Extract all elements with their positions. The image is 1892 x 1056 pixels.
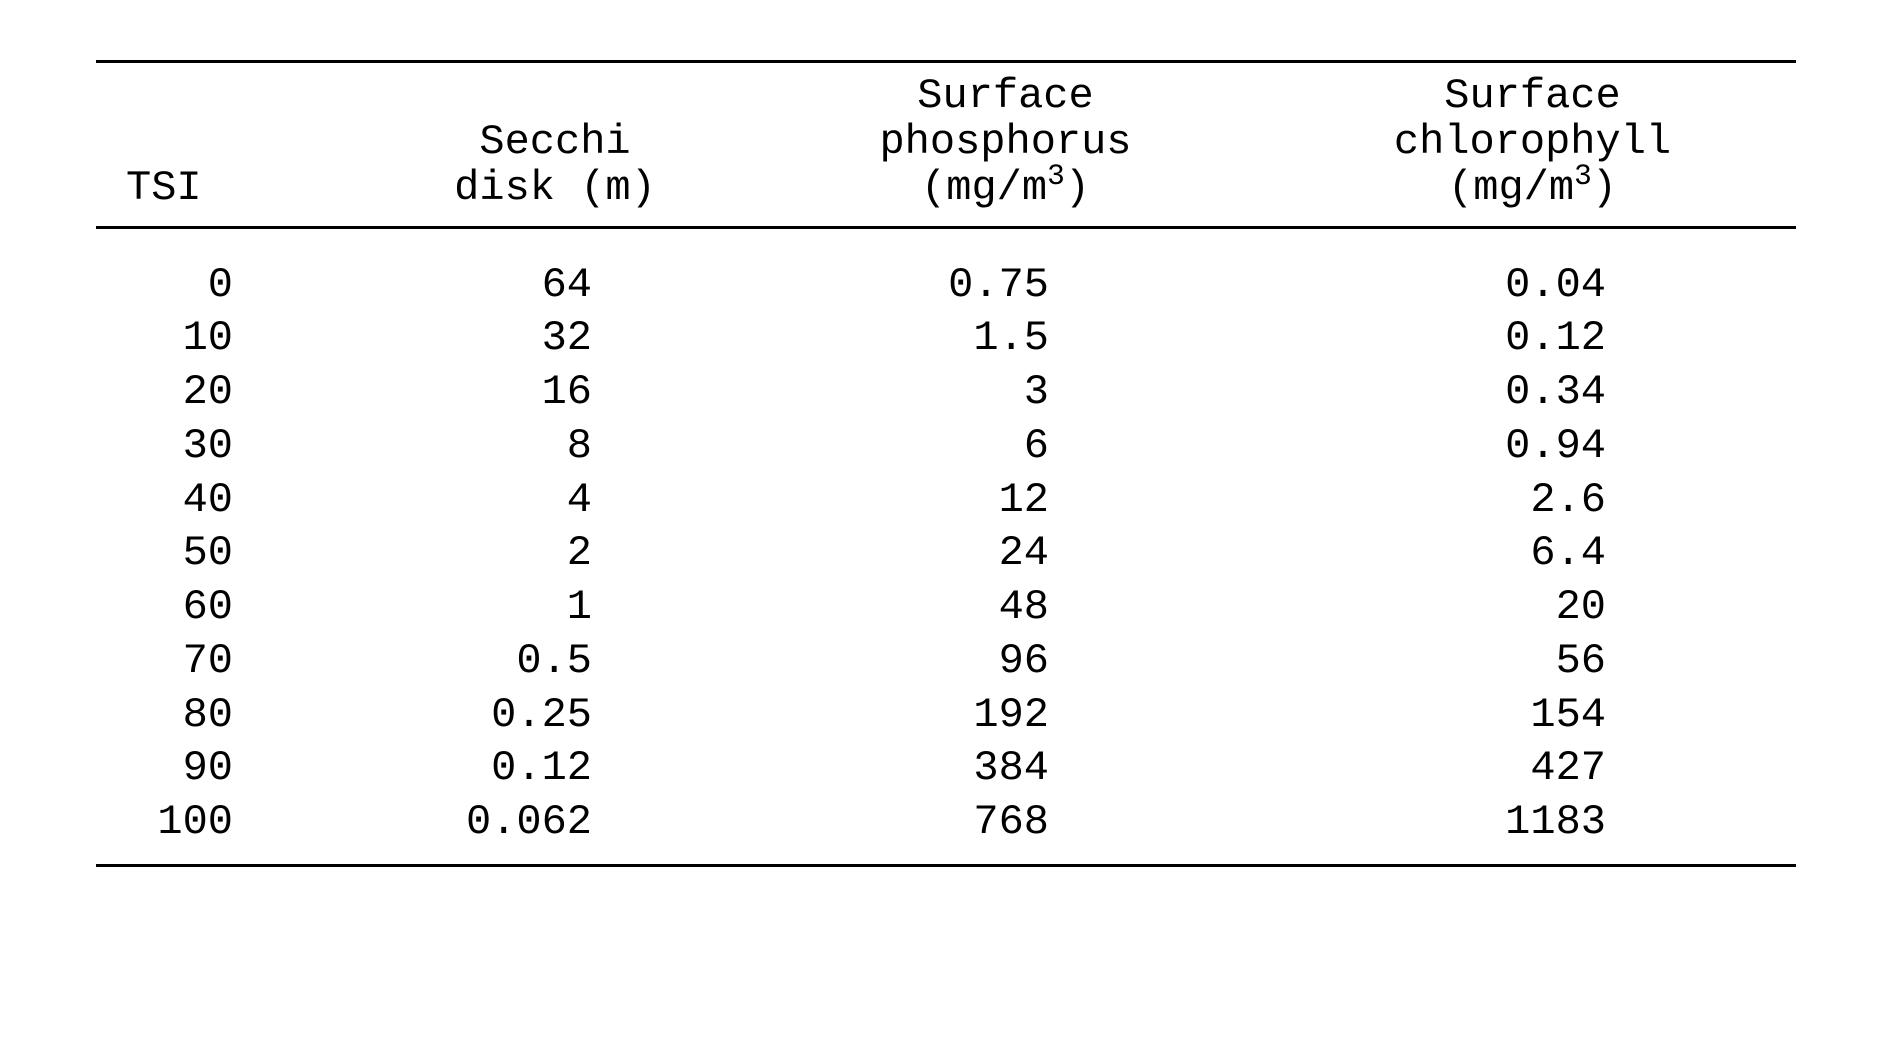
col-header-chl-line2: chlorophyll (1394, 118, 1671, 166)
table-row: 60 1 48 20 (96, 581, 1796, 635)
cell-chl: 2.6 (1289, 474, 1776, 528)
table-body: 0 64 0.75 0.04 10 32 1.5 0.12 20 16 3 0.… (96, 227, 1796, 865)
tsi-table: TSI Secchi disk (m) Surface phosphorus (… (96, 60, 1796, 867)
cell-phos: 0.75 (762, 259, 1249, 313)
table-row: 20 16 3 0.34 (96, 366, 1796, 420)
col-header-secchi-line3: disk (m) (454, 164, 656, 212)
cell-tsi: 60 (116, 581, 348, 635)
col-header-phosphorus: Surface phosphorus (mg/m3) (742, 62, 1269, 228)
table-row: 70 0.5 96 56 (96, 635, 1796, 689)
table-row: 50 2 24 6.4 (96, 527, 1796, 581)
cell-tsi: 20 (116, 366, 348, 420)
cell-phos: 192 (762, 689, 1249, 743)
table-row: 30 8 6 0.94 (96, 420, 1796, 474)
table-row: 80 0.25 192 154 (96, 689, 1796, 743)
cell-chl: 0.34 (1289, 366, 1776, 420)
table-row: 10 32 1.5 0.12 (96, 312, 1796, 366)
cell-tsi: 40 (116, 474, 348, 528)
cell-secchi: 2 (388, 527, 722, 581)
table-row: 100 0.062 768 1183 (96, 796, 1796, 865)
col-header-secchi: Secchi disk (m) (368, 62, 742, 228)
cell-chl: 427 (1289, 742, 1776, 796)
cell-tsi: 50 (116, 527, 348, 581)
cell-secchi: 1 (388, 581, 722, 635)
cell-secchi: 64 (388, 259, 722, 313)
col-header-chlorophyll: Surface chlorophyll (mg/m3) (1269, 62, 1796, 228)
cell-chl: 0.12 (1289, 312, 1776, 366)
tsi-table-container: TSI Secchi disk (m) Surface phosphorus (… (96, 60, 1796, 867)
col-header-phos-line3: (mg/m3) (921, 164, 1090, 212)
cell-tsi: 100 (116, 796, 348, 850)
col-header-tsi-line3: TSI (126, 164, 202, 212)
cell-phos: 384 (762, 742, 1249, 796)
cell-phos: 96 (762, 635, 1249, 689)
col-header-secchi-line2: Secchi (479, 118, 630, 166)
cell-phos: 48 (762, 581, 1249, 635)
cell-phos: 768 (762, 796, 1249, 850)
cell-secchi: 4 (388, 474, 722, 528)
col-header-tsi: TSI (96, 62, 368, 228)
table-header-row: TSI Secchi disk (m) Surface phosphorus (… (96, 62, 1796, 228)
cell-tsi: 30 (116, 420, 348, 474)
cell-tsi: 90 (116, 742, 348, 796)
cell-tsi: 0 (116, 259, 348, 313)
cell-phos: 6 (762, 420, 1249, 474)
cell-tsi: 70 (116, 635, 348, 689)
cell-secchi: 0.12 (388, 742, 722, 796)
col-header-chl-line1: Surface (1444, 72, 1620, 120)
cell-phos: 12 (762, 474, 1249, 528)
cell-secchi: 0.25 (388, 689, 722, 743)
cell-chl: 6.4 (1289, 527, 1776, 581)
col-header-phos-line2: phosphorus (879, 118, 1131, 166)
cell-secchi: 32 (388, 312, 722, 366)
col-header-phos-line1: Surface (917, 72, 1093, 120)
table-row: 90 0.12 384 427 (96, 742, 1796, 796)
cell-secchi: 0.062 (388, 796, 722, 850)
cell-phos: 3 (762, 366, 1249, 420)
col-header-chl-line3: (mg/m3) (1448, 164, 1617, 212)
cell-chl: 1183 (1289, 796, 1776, 850)
cell-chl: 0.04 (1289, 259, 1776, 313)
cell-phos: 1.5 (762, 312, 1249, 366)
cell-chl: 0.94 (1289, 420, 1776, 474)
cell-secchi: 8 (388, 420, 722, 474)
cell-chl: 20 (1289, 581, 1776, 635)
cell-tsi: 10 (116, 312, 348, 366)
cell-tsi: 80 (116, 689, 348, 743)
cell-phos: 24 (762, 527, 1249, 581)
table-row: 0 64 0.75 0.04 (96, 227, 1796, 312)
cell-secchi: 16 (388, 366, 722, 420)
cell-chl: 154 (1289, 689, 1776, 743)
table-row: 40 4 12 2.6 (96, 474, 1796, 528)
cell-secchi: 0.5 (388, 635, 722, 689)
cell-chl: 56 (1289, 635, 1776, 689)
